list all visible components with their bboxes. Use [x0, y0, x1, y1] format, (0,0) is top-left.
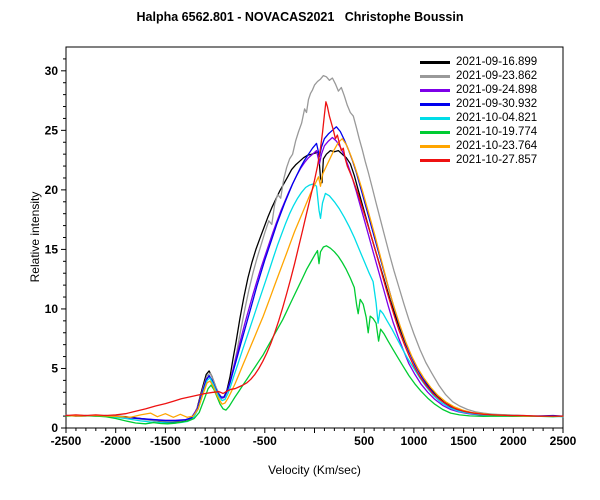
legend-label: 2021-09-16.899	[456, 56, 538, 68]
x-axis-title: Velocity (Km/sec)	[268, 463, 361, 477]
y-tick-label: 20	[45, 183, 59, 197]
x-tick-label: 1500	[450, 434, 477, 448]
x-tick-label: 2500	[550, 434, 577, 448]
x-tick-label: 1000	[401, 434, 428, 448]
x-tick-label: 2000	[500, 434, 527, 448]
x-tick-label: -1000	[200, 434, 231, 448]
legend: 2021-09-16.899 2021-09-23.862 2021-09-24.8…	[420, 55, 537, 167]
legend-swatch	[420, 130, 450, 134]
legend-swatch	[420, 60, 450, 64]
legend-swatch	[420, 158, 450, 162]
legend-label: 2021-09-24.898	[456, 84, 538, 96]
y-ticks: 0 5 10 15 20 25 30	[45, 64, 66, 435]
x-tick-label: -500	[253, 434, 277, 448]
x-ticks: -2500 -2000 -1500 -1000 -500 500 1000 1500 2000 2…	[51, 428, 577, 448]
legend-item: 2021-10-04.821	[420, 111, 537, 125]
legend-item: 2021-09-24.898	[420, 83, 537, 97]
series-line-2021-10-27.857	[65, 101, 564, 417]
y-axis-title: Relative intensity	[28, 191, 42, 283]
legend-swatch	[420, 88, 450, 92]
y-minor-ticks	[63, 58, 66, 417]
legend-swatch	[420, 116, 450, 120]
legend-label: 2021-09-23.862	[456, 70, 538, 82]
y-tick-label: 10	[45, 302, 59, 316]
x-tick-label: 500	[354, 434, 374, 448]
y-tick-label: 30	[45, 64, 59, 78]
series-lines	[65, 74, 564, 425]
legend-swatch	[420, 144, 450, 148]
legend-swatch	[420, 74, 450, 78]
legend-item: 2021-09-23.862	[420, 69, 537, 83]
series-line-2021-09-23.862	[65, 74, 564, 423]
x-tick-label: -2500	[51, 434, 82, 448]
y-tick-label: 25	[45, 123, 59, 137]
legend-swatch	[420, 102, 450, 106]
legend-item: 2021-10-19.774	[420, 125, 537, 139]
series-line-2021-09-30.932	[65, 126, 564, 422]
series-line-2021-09-16.899	[65, 149, 564, 423]
legend-item: 2021-09-16.899	[420, 55, 537, 69]
x-tick-label: -1500	[150, 434, 181, 448]
legend-label: 2021-10-27.857	[456, 154, 538, 166]
legend-label: 2021-10-19.774	[456, 126, 538, 138]
legend-item: 2021-09-30.932	[420, 97, 537, 111]
series-line-2021-10-04.821	[65, 183, 564, 424]
legend-item: 2021-10-23.764	[420, 139, 537, 153]
legend-label: 2021-09-30.932	[456, 98, 538, 110]
legend-item: 2021-10-27.857	[420, 153, 537, 167]
legend-label: 2021-10-04.821	[456, 112, 538, 124]
y-tick-label: 5	[51, 361, 58, 375]
chart-title: Halpha 6562.801 - NOVACAS2021 Christophe…	[136, 10, 464, 24]
x-minor-ticks	[75, 428, 554, 431]
series-line-2021-10-23.764	[65, 138, 564, 418]
series-line-2021-10-19.774	[65, 245, 564, 425]
y-tick-label: 0	[51, 421, 58, 435]
x-tick-label: -2000	[100, 434, 131, 448]
legend-label: 2021-10-23.764	[456, 140, 538, 152]
y-tick-label: 15	[45, 242, 59, 256]
